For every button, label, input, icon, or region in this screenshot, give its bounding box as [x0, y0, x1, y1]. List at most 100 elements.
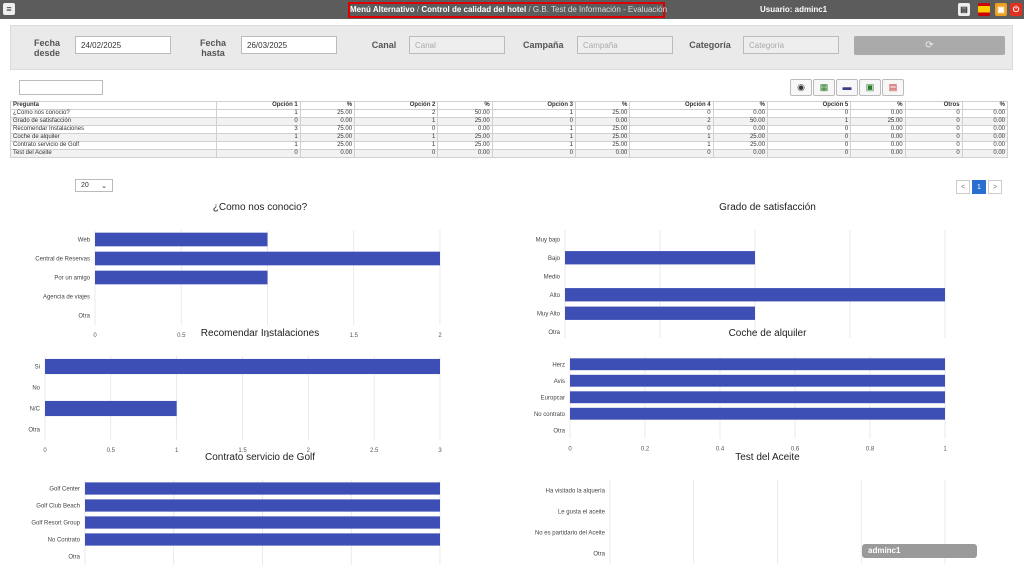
date-from-label: Fecha desde — [33, 38, 60, 58]
table-cell: 50.00 — [712, 117, 768, 126]
table-row[interactable]: Coche de alquiler 1 25.00 1 25.00 1 25.00 1 25.0… — [9, 133, 1009, 142]
bar — [565, 288, 945, 302]
breadcrumb-separator: / — [416, 5, 420, 14]
pdf-icon[interactable]: ▤ — [882, 79, 904, 96]
categoria-select[interactable]: Categoría — [743, 36, 839, 54]
table-cell: 0 — [216, 117, 301, 126]
table-cell: 1 — [354, 133, 439, 142]
date-to-label: Fecha hasta — [199, 38, 226, 58]
breadcrumb-menu-alternativo[interactable]: Menú Alternativo — [350, 5, 415, 14]
bar — [565, 306, 755, 320]
table-cell: 0 — [766, 141, 852, 150]
column-header[interactable]: Otros — [904, 101, 963, 110]
chart-title: Test del Aceite — [735, 452, 800, 463]
table-row[interactable]: Test del Aceite 0 0.00 0 0.00 0 0.00 0 0.00 0 0.00… — [9, 149, 1009, 158]
refresh-button[interactable]: ⟳ — [854, 36, 1005, 55]
date-to-input[interactable]: 26/03/2025 — [241, 36, 337, 54]
category-label: No — [32, 386, 40, 392]
x-tick-label: 1 — [175, 448, 179, 454]
column-header[interactable]: Opción 4 — [629, 101, 714, 110]
table-cell: 0 — [354, 149, 439, 158]
prev-page-button[interactable]: < — [956, 180, 970, 194]
campana-select[interactable]: Campaña — [577, 36, 673, 54]
car-icon[interactable]: ▬ — [836, 79, 858, 96]
table-cell: 0.00 — [961, 133, 1009, 142]
page-1-button[interactable]: 1 — [972, 180, 986, 194]
category-label: Web — [78, 238, 91, 244]
table-cell: 0.00 — [850, 141, 906, 150]
table-cell: 1 — [491, 109, 577, 118]
table-cell: 1 — [216, 141, 301, 150]
table-cell: 1 — [216, 133, 301, 142]
table-search-input[interactable] — [19, 80, 103, 95]
column-header[interactable]: % — [437, 101, 493, 110]
menu-icon[interactable]: ≡ — [3, 3, 15, 15]
column-header[interactable]: Opción 1 — [216, 101, 301, 110]
table-cell: ¿Como nos conocio? — [9, 109, 218, 118]
table-row[interactable]: ¿Como nos conocio? 1 25.00 2 50.00 1 25.00 0 0.0… — [9, 109, 1009, 118]
x-tick-label: 2 — [307, 448, 311, 454]
breadcrumb-control-calidad[interactable]: Control de calidad del hotel — [421, 5, 527, 14]
table-cell: Contrato servicio de Golf — [9, 141, 218, 150]
user-label: Usuario: adminc1 — [760, 5, 828, 14]
column-header[interactable]: Opción 2 — [354, 101, 439, 110]
category-label: Otra — [28, 428, 40, 434]
page-size-value: 20 — [81, 182, 89, 189]
excel-icon[interactable]: ▦ — [813, 79, 835, 96]
table-cell: 0 — [904, 117, 963, 126]
x-tick-label: 1 — [266, 333, 270, 338]
table-cell: 1 — [629, 133, 714, 142]
bar-chart: 0 0.5 1 1.5 2 Web Central de Reservas Por un am… — [35, 230, 442, 338]
column-header[interactable]: Pregunta — [9, 101, 218, 110]
category-label: No Contrato — [48, 538, 81, 544]
table-row[interactable]: Grado de satisfacción 0 0.00 1 25.00 0 0.00 2 50… — [9, 117, 1009, 126]
table-cell: Test del Aceite — [9, 149, 218, 158]
table-cell: 25.00 — [437, 133, 493, 142]
column-header[interactable]: % — [961, 101, 1009, 110]
bar — [565, 251, 755, 265]
print-icon[interactable]: ▣ — [995, 3, 1007, 16]
table-row[interactable]: Recomendar Instalaciones 3 75.00 0 0.00 1 25.0… — [9, 125, 1009, 134]
table-cell: 0 — [491, 117, 577, 126]
table-row[interactable]: Contrato servicio de Golf 1 25.00 1 25.00 1 25… — [9, 141, 1009, 150]
table-cell: 1 — [354, 117, 439, 126]
category-label: Muy bajo — [536, 237, 561, 243]
column-header[interactable]: Opción 5 — [766, 101, 852, 110]
column-header[interactable]: % — [712, 101, 768, 110]
printer-icon[interactable]: ▣ — [859, 79, 881, 96]
x-tick-label: 0 — [568, 447, 572, 453]
spain-flag-icon[interactable] — [978, 3, 990, 16]
category-label: Agencia de viajes — [43, 295, 90, 301]
column-header[interactable]: % — [575, 101, 631, 110]
category-label: No contrato — [534, 412, 566, 418]
results-table: Pregunta Opción 1% Opción 2% Opción 3% Opció… — [9, 101, 1009, 158]
x-tick-label: 1.5 — [238, 448, 247, 454]
table-cell: Recomendar Instalaciones — [9, 125, 218, 134]
column-header[interactable]: Opción 3 — [491, 101, 577, 110]
bar — [95, 270, 268, 285]
table-cell: 2 — [354, 109, 439, 118]
canal-select[interactable]: Canal — [409, 36, 505, 54]
page-size-select[interactable]: 20 ⌄ — [75, 179, 113, 192]
bar — [95, 251, 440, 266]
bar — [45, 358, 440, 375]
category-label: Por un amigo — [54, 276, 90, 282]
date-from-input[interactable]: 24/02/2025 — [75, 36, 171, 54]
column-header[interactable]: % — [299, 101, 356, 110]
table-cell: 50.00 — [437, 109, 493, 118]
table-cell: 0 — [904, 133, 963, 142]
next-page-button[interactable]: > — [988, 180, 1002, 194]
power-icon[interactable]: ⏻ — [1010, 3, 1022, 16]
x-tick-label: 0.5 — [177, 333, 186, 338]
category-label: Muy Alto — [537, 311, 561, 317]
category-label: Central de Reservas — [35, 257, 90, 263]
table-cell: 0.00 — [437, 125, 493, 134]
table-cell: 0 — [629, 125, 714, 134]
view-icon[interactable]: ◉ — [790, 79, 812, 96]
column-header[interactable]: % — [850, 101, 906, 110]
bar — [570, 407, 945, 420]
chart-title: Contrato servicio de Golf — [204, 452, 316, 463]
table-cell: 0 — [766, 109, 852, 118]
table-cell: 25.00 — [437, 141, 493, 150]
report-icon[interactable]: ▤ — [958, 3, 970, 16]
